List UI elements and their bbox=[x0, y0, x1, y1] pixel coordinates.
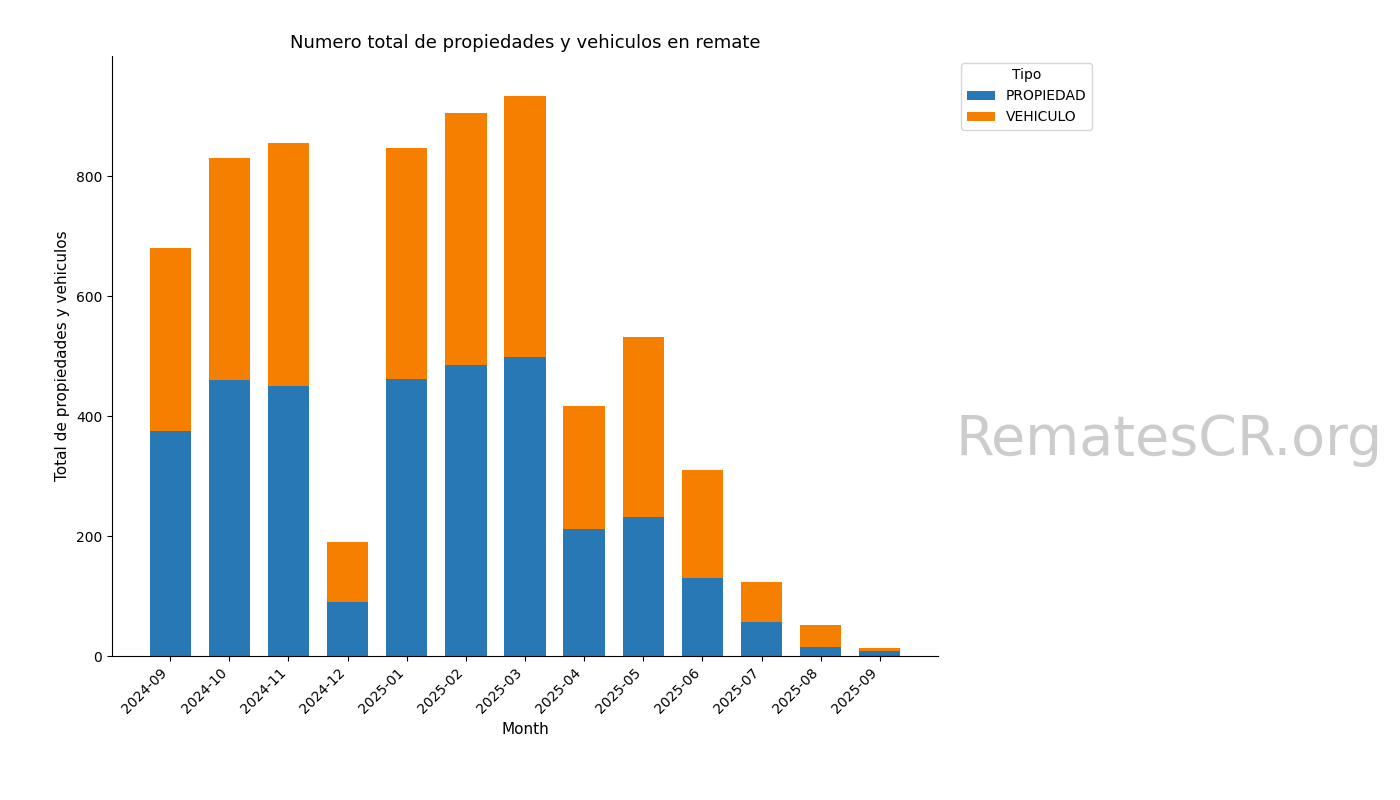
Bar bbox=[623, 337, 664, 517]
Bar bbox=[386, 378, 427, 656]
Bar bbox=[623, 517, 664, 656]
Bar bbox=[563, 406, 605, 529]
Title: Numero total de propiedades y vehiculos en remate: Numero total de propiedades y vehiculos … bbox=[290, 34, 760, 52]
Bar bbox=[682, 578, 722, 656]
Bar bbox=[799, 625, 841, 647]
Bar bbox=[860, 648, 900, 651]
Bar bbox=[328, 542, 368, 602]
Bar bbox=[741, 582, 783, 622]
Bar bbox=[799, 647, 841, 656]
Text: RematesCR.org: RematesCR.org bbox=[955, 413, 1383, 467]
Bar bbox=[209, 158, 251, 380]
Bar bbox=[563, 529, 605, 656]
Bar bbox=[150, 431, 190, 656]
Bar bbox=[445, 365, 487, 656]
Bar bbox=[386, 148, 427, 378]
Bar bbox=[328, 602, 368, 656]
Bar bbox=[267, 386, 309, 656]
Bar bbox=[445, 113, 487, 365]
Bar bbox=[209, 380, 251, 656]
X-axis label: Month: Month bbox=[501, 722, 549, 737]
Bar bbox=[860, 651, 900, 656]
Bar bbox=[682, 470, 722, 578]
Bar bbox=[150, 248, 190, 431]
Bar bbox=[267, 143, 309, 386]
Legend: PROPIEDAD, VEHICULO: PROPIEDAD, VEHICULO bbox=[962, 63, 1092, 130]
Bar bbox=[741, 622, 783, 656]
Bar bbox=[504, 357, 546, 656]
Y-axis label: Total de propiedades y vehiculos: Total de propiedades y vehiculos bbox=[56, 230, 70, 482]
Bar bbox=[504, 96, 546, 357]
